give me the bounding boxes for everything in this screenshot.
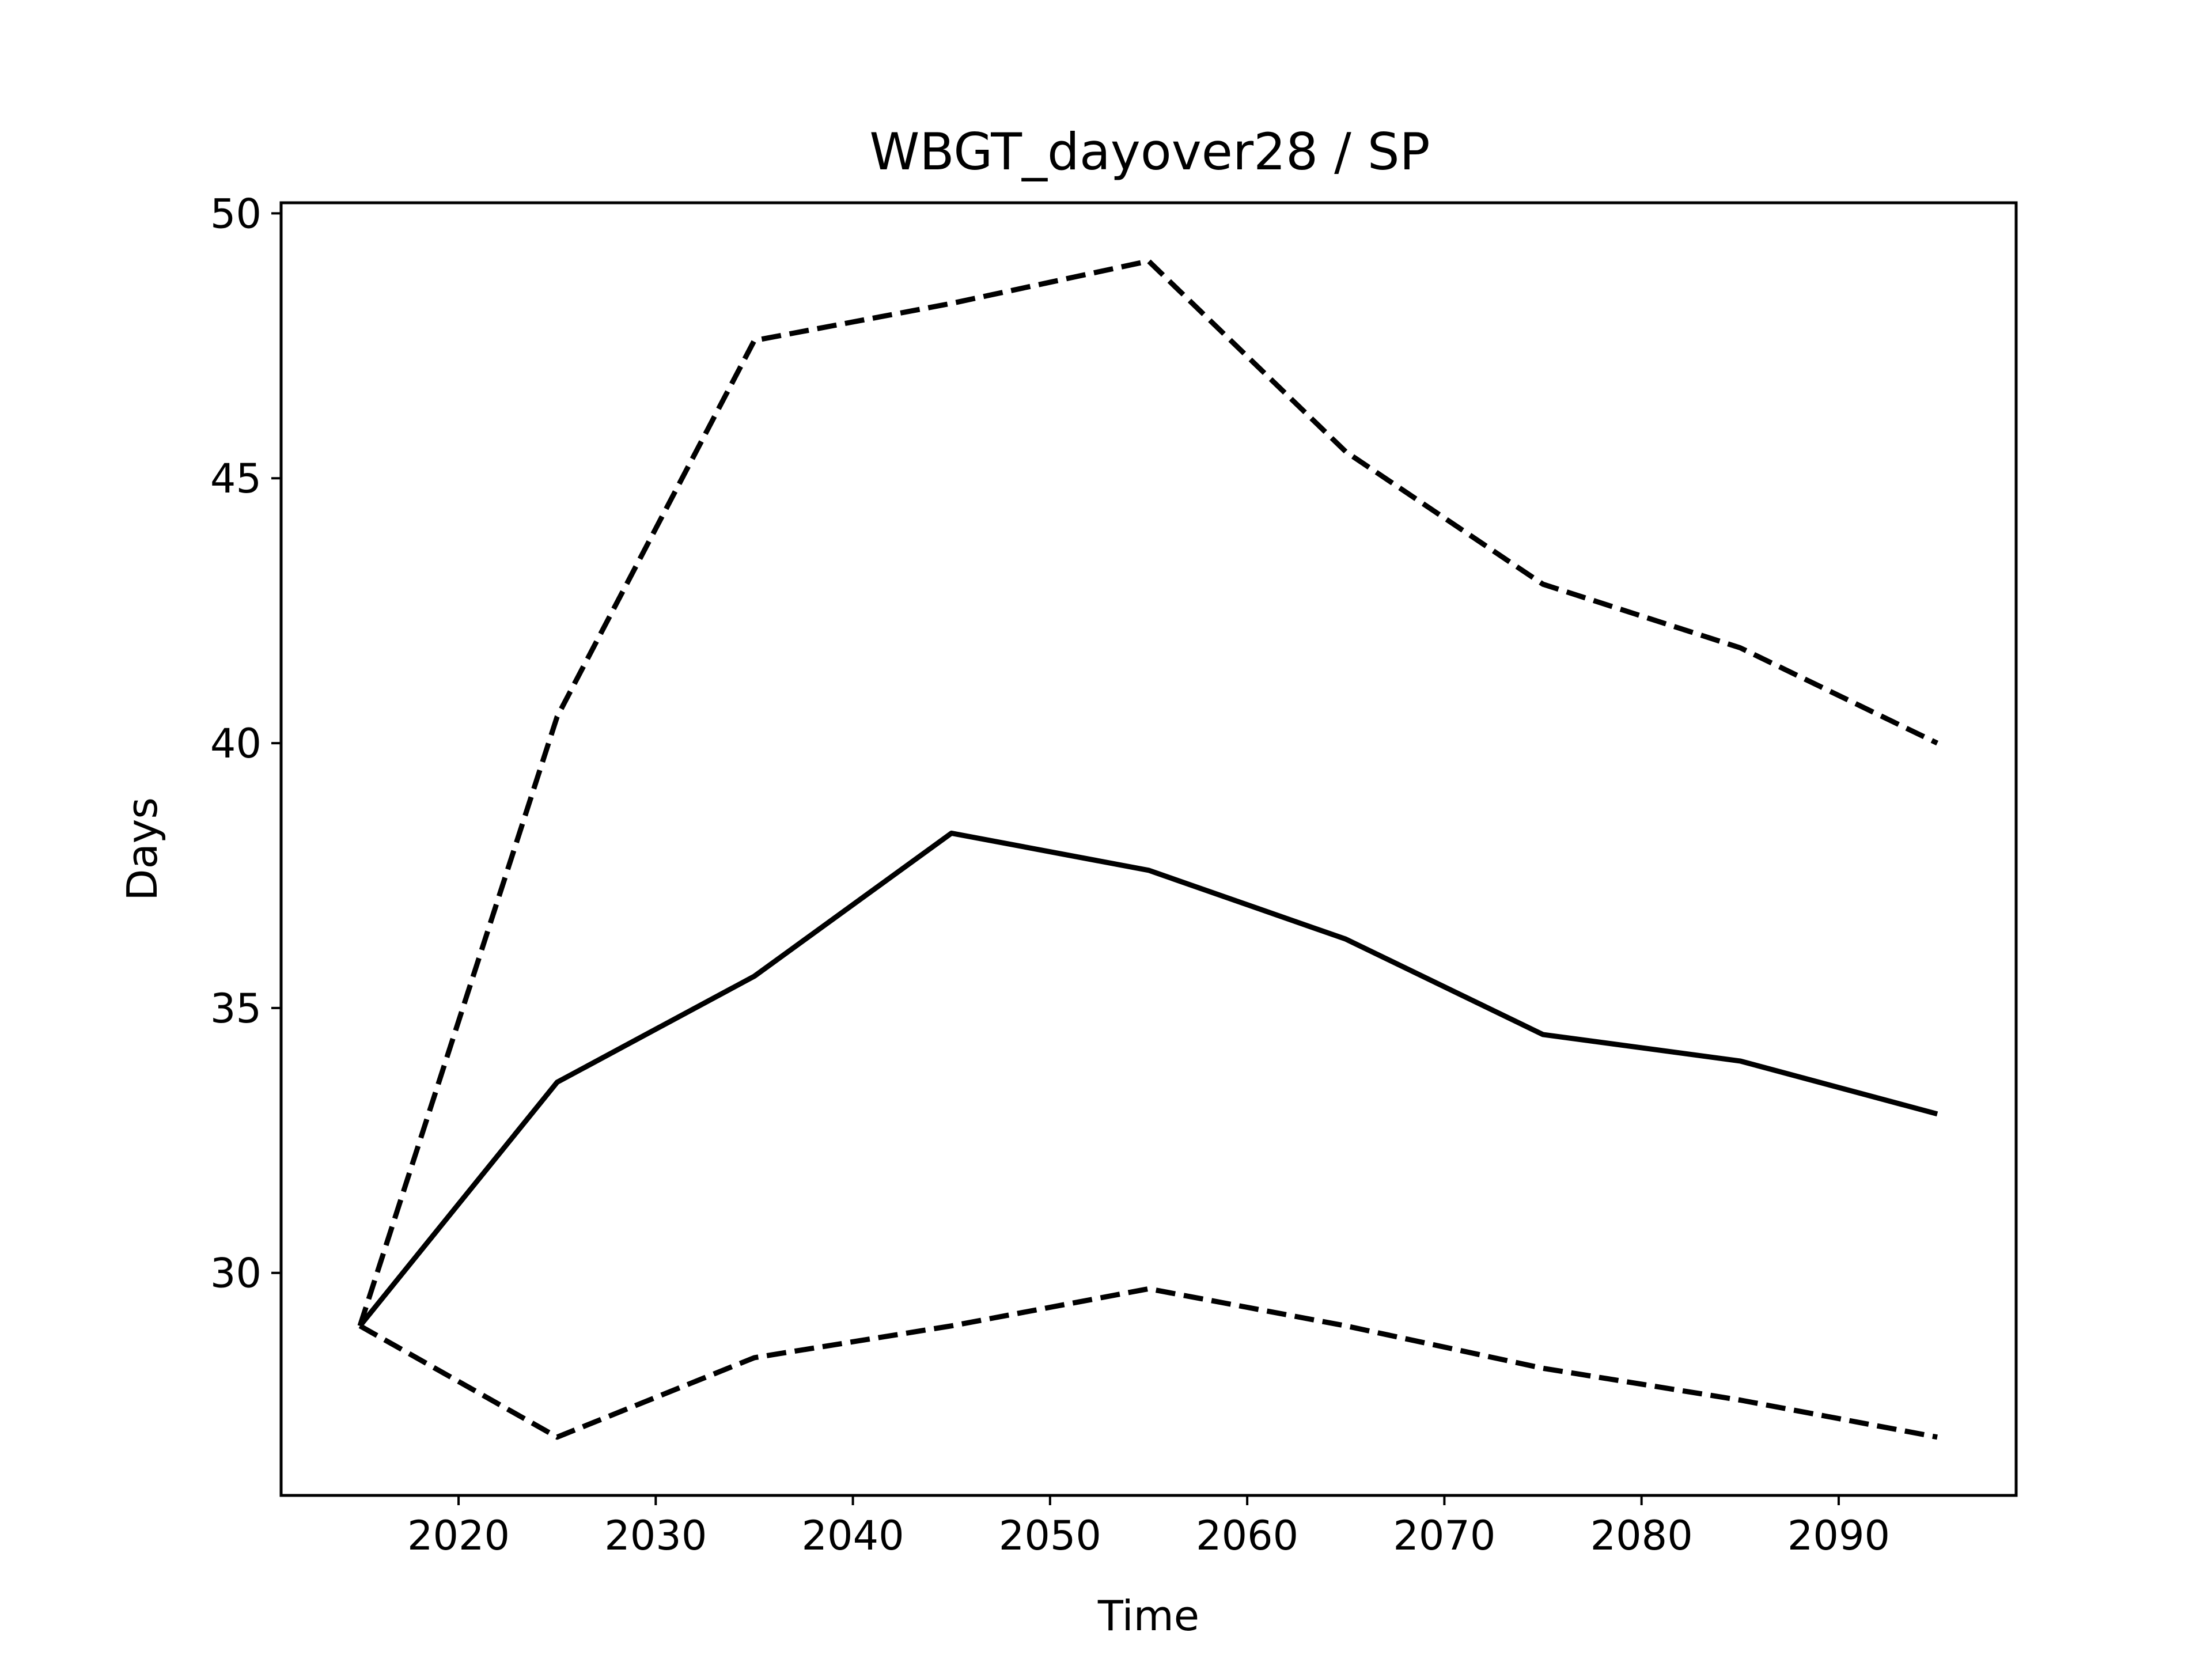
y-axis-title: Days [118, 797, 166, 901]
x-tick-label: 2080 [1590, 1512, 1693, 1559]
series-line-2 [358, 830, 1938, 1328]
y-tick-label: 40 [210, 720, 262, 767]
x-axis: 2020 2030 2040 2050 2060 2070 2080 2090 [407, 1495, 1890, 1559]
series-line-1 [357, 258, 1939, 1327]
x-tick-label: 2050 [999, 1512, 1101, 1559]
x-tick-label: 2070 [1393, 1512, 1495, 1559]
series-line-3 [358, 1286, 1938, 1440]
x-tick-label: 2040 [802, 1512, 904, 1559]
x-tick-label: 2020 [407, 1512, 510, 1559]
x-tick-label: 2030 [604, 1512, 707, 1559]
y-axis: 30 35 40 45 50 [210, 190, 281, 1297]
x-tick-label: 2090 [1787, 1512, 1890, 1559]
chart-title: WBGT_dayover28 / SP [869, 122, 1430, 181]
y-tick-label: 35 [210, 985, 262, 1032]
y-tick-label: 30 [210, 1250, 262, 1297]
series-layer [357, 258, 1939, 1440]
y-tick-label: 45 [210, 455, 262, 502]
x-tick-label: 2060 [1196, 1512, 1298, 1559]
plot-frame [279, 201, 2018, 1497]
x-axis-title: Time [1097, 1592, 1199, 1640]
y-tick-label: 50 [210, 190, 262, 237]
